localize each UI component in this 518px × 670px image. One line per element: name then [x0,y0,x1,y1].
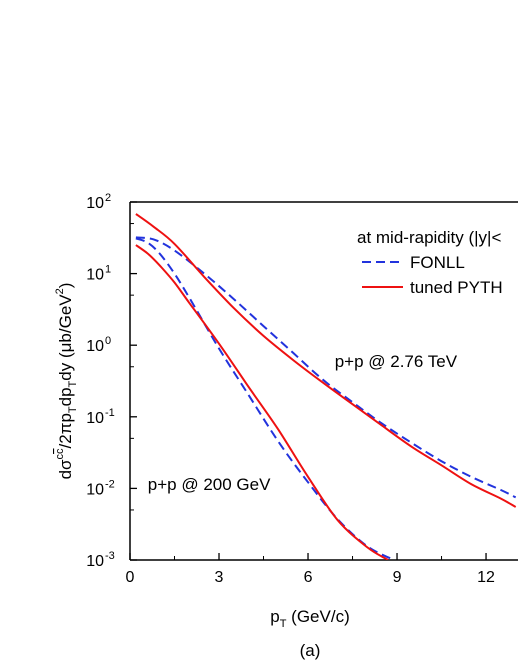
y-tick-label: 101 [86,264,111,284]
y-tick-label: 10-1 [86,407,115,427]
y-tick-label: 102 [86,192,111,212]
series-line-pythia-200gev [135,244,389,560]
svg-text:dσcc/2πpTdpTdy (μb/GeV2): dσcc/2πpTdpTdy (μb/GeV2) [54,283,79,480]
x-axis-label: pT (GeV/c) [270,607,350,630]
annotation-200gev: p+p @ 200 GeV [148,475,271,494]
x-ticks: 0 3 6 9 12 [126,553,495,586]
x-tick-label: 12 [477,569,495,586]
legend-header: at mid-rapidity (|y|< [357,228,501,247]
panel-label: (a) [300,641,321,660]
y-tick-label: 10-3 [86,550,115,570]
y-tick-label: 10-2 [86,478,115,498]
series-line-pythia-276tev [135,213,517,508]
x-tick-label: 3 [215,569,224,586]
series-line-fonll-200gev [135,237,395,560]
legend-label-fonll: FONLL [410,253,465,272]
series-line-fonll-276tev [135,236,517,499]
series-group [135,213,517,560]
legend-label-pythia: tuned PYTH [410,278,503,297]
legend: at mid-rapidity (|y|< FONLL tuned PYTH [357,228,503,297]
x-tick-label: 9 [393,569,402,586]
x-tick-label: 0 [126,569,135,586]
x-tick-label: 6 [304,569,313,586]
annotation-276tev: p+p @ 2.76 TeV [335,352,458,371]
y-tick-label: 100 [86,335,111,355]
y-axis-label: dσcc/2πpTdpTdy (μb/GeV2) [54,283,79,480]
